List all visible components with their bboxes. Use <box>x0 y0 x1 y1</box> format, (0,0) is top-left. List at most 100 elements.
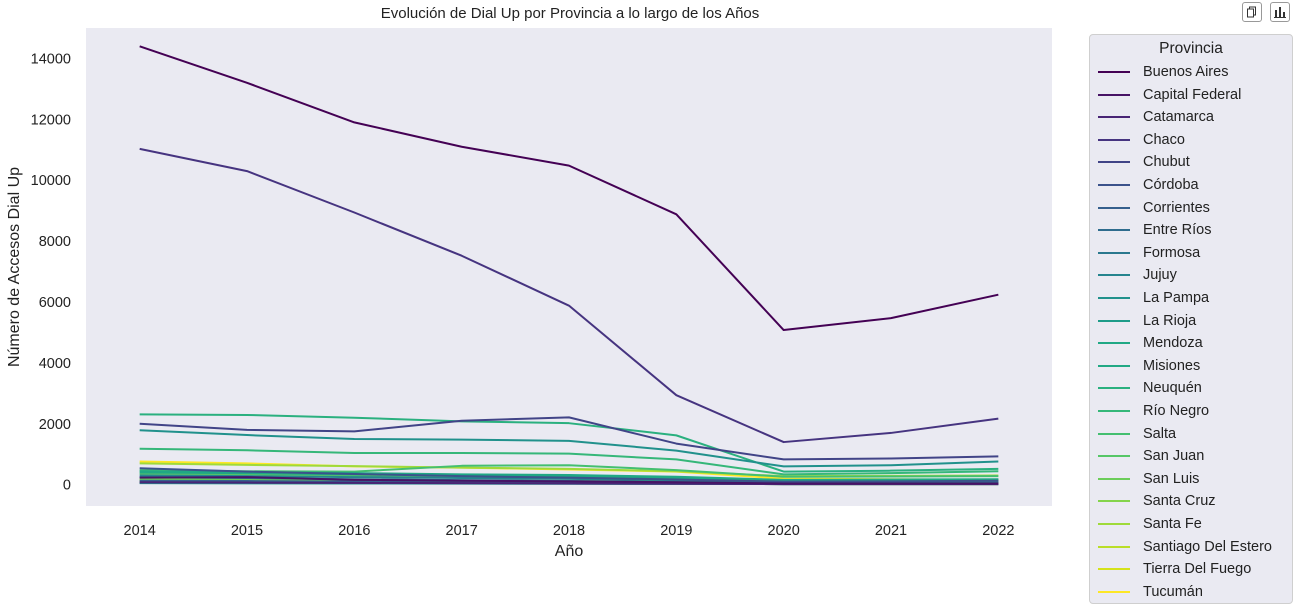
legend-item: Córdoba <box>1090 174 1199 196</box>
legend-label: Buenos Aires <box>1143 64 1229 80</box>
legend-label: Santiago Del Estero <box>1143 538 1272 555</box>
legend-swatch <box>1098 523 1130 525</box>
legend-swatch <box>1098 71 1130 73</box>
legend-item: Corrientes <box>1090 197 1210 219</box>
legend-label: Córdoba <box>1143 177 1199 193</box>
x-axis-label: Año <box>555 543 584 560</box>
bar-chart-icon-glyph <box>1274 7 1286 18</box>
legend-swatch <box>1098 274 1130 277</box>
legend-swatch <box>1098 410 1130 412</box>
series-line <box>139 416 999 461</box>
legend-swatch <box>1098 342 1130 345</box>
legend-item: Capital Federal <box>1090 84 1241 106</box>
copy-icon-glyph <box>1247 6 1256 18</box>
legend-label: Misiones <box>1143 357 1201 374</box>
legend-item: Salta <box>1090 423 1176 445</box>
legend-swatch <box>1098 364 1130 367</box>
legend-label: Salta <box>1143 425 1177 442</box>
x-tick-label: 2021 <box>875 523 907 539</box>
legend-item: Tierra Del Fuego <box>1090 558 1251 580</box>
legend-swatch <box>1098 206 1130 209</box>
series-line <box>139 45 999 332</box>
legend-label: Chubut <box>1143 154 1190 171</box>
plot-area <box>86 28 1052 506</box>
legend-item: Río Negro <box>1090 400 1209 422</box>
legend-swatch <box>1098 568 1130 571</box>
legend-item: Entre Ríos <box>1090 219 1212 241</box>
x-tick-label: 2016 <box>338 523 370 539</box>
legend-item: Chaco <box>1090 129 1185 151</box>
legend-item: Misiones <box>1090 355 1200 377</box>
series-line <box>139 464 999 478</box>
x-tick-label: 2020 <box>768 523 800 539</box>
legend-label: Corrientes <box>1143 199 1210 216</box>
copy-icon[interactable] <box>1242 2 1262 22</box>
legend-swatch <box>1098 251 1130 254</box>
legend-label: Tierra Del Fuego <box>1143 561 1252 578</box>
legend-title: Provincia <box>1159 40 1223 57</box>
series-line <box>139 447 999 476</box>
legend-label: Jujuy <box>1143 267 1177 284</box>
bar-chart-icon[interactable] <box>1270 2 1290 22</box>
legend-label: La Rioja <box>1143 312 1197 329</box>
legend-swatch <box>1098 116 1130 119</box>
legend: Provincia Buenos Aires Capital Federal Cat… <box>1089 34 1293 604</box>
legend-swatch <box>1098 184 1130 186</box>
legend-label: Neuquén <box>1143 380 1202 397</box>
y-tick-label: 0 <box>63 478 71 494</box>
legend-item: Jujuy <box>1090 264 1177 286</box>
y-tick-label: 8000 <box>39 234 71 250</box>
y-tick-label: 12000 <box>31 112 71 128</box>
y-tick-label: 10000 <box>31 173 71 189</box>
series-line <box>139 467 999 483</box>
legend-label: Entre Ríos <box>1143 222 1212 239</box>
legend-swatch <box>1098 477 1130 480</box>
legend-swatch <box>1098 387 1130 390</box>
y-axis-label: Número de Accesos Dial Up <box>6 167 23 367</box>
series-line <box>139 147 999 444</box>
legend-item: Neuquén <box>1090 377 1202 399</box>
legend-item: Buenos Aires <box>1090 61 1228 83</box>
legend-item: La Pampa <box>1090 287 1209 309</box>
legend-swatch <box>1098 229 1130 232</box>
y-tick-label: 6000 <box>39 295 71 311</box>
legend-item: San Juan <box>1090 445 1204 467</box>
x-axis: 2014 2015 2016 2017 2018 2019 2020 2021 2022 <box>124 523 1015 539</box>
x-tick-label: 2018 <box>553 523 585 539</box>
x-tick-label: 2015 <box>231 523 263 539</box>
x-tick-label: 2017 <box>446 523 478 539</box>
y-tick-label: 14000 <box>31 51 71 67</box>
legend-label: Mendoza <box>1143 335 1203 352</box>
series-line <box>139 429 999 468</box>
x-tick-label: 2014 <box>124 523 156 539</box>
y-tick-label: 2000 <box>39 417 71 433</box>
legend-label: Capital Federal <box>1143 86 1242 103</box>
legend-label: San Juan <box>1143 448 1205 465</box>
legend-swatch <box>1098 432 1130 435</box>
legend-item: Santiago Del Estero <box>1090 536 1272 558</box>
legend-item: Catamarca <box>1090 106 1214 128</box>
legend-label: Tucumán <box>1143 583 1203 600</box>
legend-label: Santa Cruz <box>1143 493 1216 510</box>
legend-item: Formosa <box>1090 242 1200 264</box>
legend-item: Mendoza <box>1090 332 1203 354</box>
legend-label: Catamarca <box>1143 109 1214 126</box>
legend-swatch <box>1098 138 1130 141</box>
series-line <box>139 476 999 485</box>
legend-label: La Pampa <box>1143 290 1210 306</box>
legend-item: San Luis <box>1090 468 1199 490</box>
legend-swatch <box>1098 93 1130 96</box>
chart-title: Evolución de Dial Up por Provincia a lo … <box>381 5 760 22</box>
legend-label: Río Negro <box>1143 403 1210 419</box>
x-tick-label: 2022 <box>982 523 1014 539</box>
legend-swatch <box>1098 161 1130 164</box>
legend-label: Formosa <box>1143 244 1201 261</box>
legend-swatch <box>1098 297 1130 299</box>
x-tick-label: 2019 <box>660 523 692 539</box>
series-line <box>139 413 999 473</box>
legend-item: Santa Cruz <box>1090 490 1216 512</box>
series-lines <box>139 45 999 486</box>
legend-item: Chubut <box>1090 151 1190 173</box>
legend-label: San Luis <box>1143 470 1200 487</box>
